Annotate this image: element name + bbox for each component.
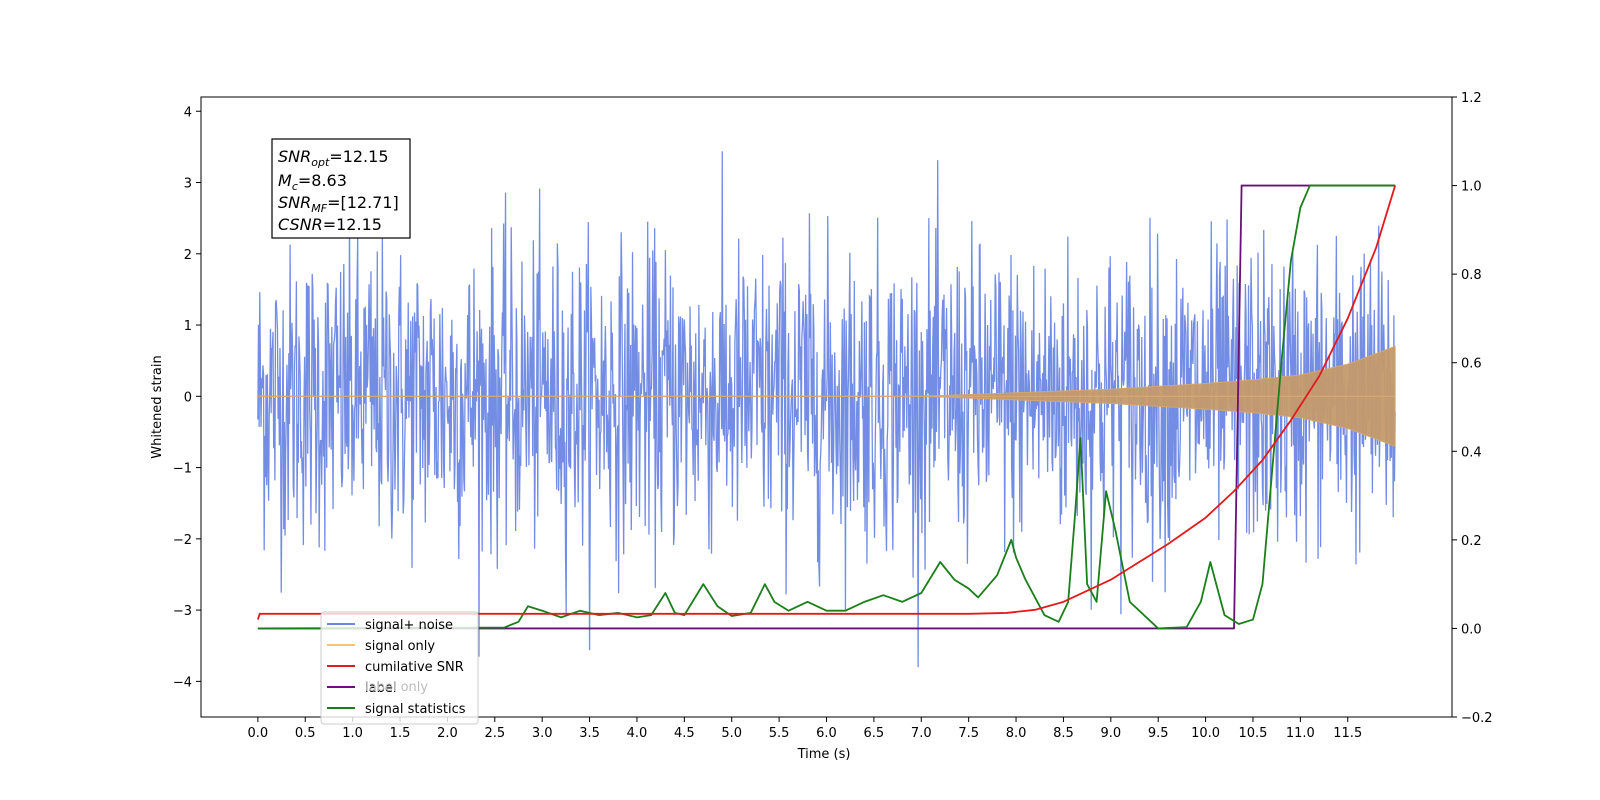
y2-tick-label: 0.8	[1461, 268, 1482, 283]
x-tick-label: 0.5	[295, 726, 316, 741]
legend-label-label-only: label only	[365, 680, 428, 695]
y-tick-label: 4	[184, 105, 192, 120]
y2-tick-label: 0.2	[1461, 534, 1482, 549]
x-tick-label: 2.0	[437, 726, 458, 741]
x-tick-label: 6.5	[864, 726, 885, 741]
annotation-snr-opt: SNRopt=12.15	[278, 147, 389, 169]
x-tick-label: 5.5	[769, 726, 790, 741]
x-tick-label: 11.5	[1333, 726, 1362, 741]
legend-box	[320, 611, 479, 725]
series-signal-statistics	[257, 184, 1396, 630]
legend-label: signal statistics	[365, 702, 466, 717]
series-cumulative-snr	[257, 185, 1397, 620]
x-tick-label: 10.5	[1239, 726, 1268, 741]
y-axis: 4 3 2 1 0 −1 −2 −3 −4	[173, 105, 201, 690]
annotation-mc: Mc=8.63	[278, 171, 347, 193]
x-tick-label: 9.0	[1100, 726, 1121, 741]
y-tick-label: 2	[184, 248, 192, 263]
legend-label: label	[365, 681, 396, 696]
x-tick-label: 8.5	[1053, 726, 1074, 741]
y-tick-label: −2	[173, 533, 192, 548]
y-tick-label: 1	[184, 319, 192, 334]
y2-tick-label: 0.0	[1461, 622, 1482, 637]
x-tick-label: 3.0	[532, 726, 553, 741]
y2-tick-label: 0.6	[1461, 357, 1482, 372]
y-tick-label: 0	[184, 390, 192, 405]
x-tick-label: 11.0	[1286, 726, 1315, 741]
x-tick-label: 4.0	[627, 726, 648, 741]
series-layer	[257, 151, 1397, 668]
annotation-box: SNRopt=12.15 Mc=8.63 SNRMF=[12.71] CSNR=…	[271, 138, 411, 239]
y2-tick-label: −0.2	[1461, 711, 1493, 726]
x-tick-label: 1.5	[390, 726, 411, 741]
x-tick-label: 3.5	[579, 726, 600, 741]
x-tick-label: 7.0	[911, 726, 932, 741]
legend-label: signal only	[365, 639, 435, 654]
x-axis-title: Time (s)	[797, 747, 851, 762]
y-tick-label: −3	[173, 604, 192, 619]
y-axis-title: Whitened strain	[150, 355, 165, 458]
x-tick-label: 2.5	[484, 726, 505, 741]
y-tick-label: −1	[173, 462, 192, 477]
y-tick-label: 3	[184, 177, 192, 192]
y2-tick-label: 0.4	[1461, 445, 1482, 460]
y2-tick-label: 1.0	[1461, 180, 1482, 195]
x-axis: 0.0 0.5 1.0 1.5 2.0 2.5 3.0 3.5 4.0 4.5 5.0 5.5 6.0 6…	[248, 717, 1362, 741]
x-tick-label: 4.5	[674, 726, 695, 741]
y2-axis: 1.2 1.0 0.8 0.6 0.4 0.2 0.0 −0.2	[1452, 91, 1493, 726]
x-tick-label: 5.0	[721, 726, 742, 741]
x-tick-label: 6.0	[816, 726, 837, 741]
annotation-snr-mf: SNRMF=[12.71]	[278, 193, 399, 215]
x-tick-label: 10.0	[1191, 726, 1220, 741]
x-tick-label: 0.0	[248, 726, 269, 741]
legend: signal+ noise signal only cumilative SNR la…	[320, 611, 479, 725]
x-tick-label: 7.5	[958, 726, 979, 741]
annotation-csnr: CSNR=12.15	[278, 215, 382, 234]
x-tick-label: 1.0	[342, 726, 363, 741]
y2-tick-label: 1.2	[1461, 91, 1482, 106]
legend-label: signal+ noise	[365, 618, 453, 633]
y-tick-label: −4	[173, 675, 192, 690]
legend-label: cumilative SNR	[365, 660, 464, 675]
x-tick-label: 8.0	[1006, 726, 1027, 741]
x-tick-label: 9.5	[1148, 726, 1169, 741]
